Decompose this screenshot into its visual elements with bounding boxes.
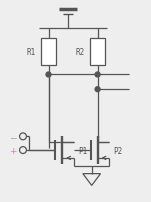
Circle shape — [95, 87, 100, 92]
Text: −: − — [9, 132, 17, 141]
Text: R2: R2 — [75, 48, 85, 57]
Text: P2: P2 — [113, 146, 123, 155]
Text: R1: R1 — [26, 48, 35, 57]
Circle shape — [46, 73, 51, 78]
Text: +: + — [9, 146, 17, 155]
Text: P1: P1 — [78, 146, 87, 155]
Bar — [90, 39, 105, 65]
Circle shape — [95, 73, 100, 78]
Bar — [41, 39, 56, 65]
